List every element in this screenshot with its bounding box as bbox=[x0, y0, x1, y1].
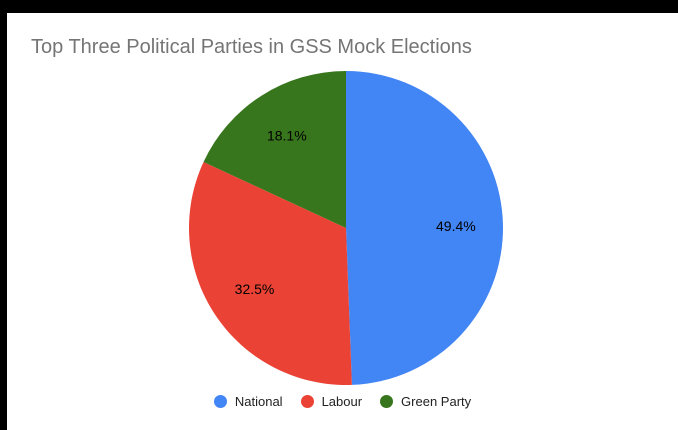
pie-slice-green-party bbox=[203, 71, 346, 228]
legend-item-green-party: Green Party bbox=[380, 394, 471, 409]
legend-item-labour: Labour bbox=[300, 394, 363, 409]
legend-swatch bbox=[380, 395, 394, 408]
legend-item-national: National bbox=[213, 394, 283, 409]
chart-title: Top Three Political Parties in GSS Mock … bbox=[31, 36, 472, 58]
legend-swatch bbox=[213, 395, 227, 408]
slice-label-national: 49.4% bbox=[436, 218, 476, 234]
slice-label-green-party: 18.1% bbox=[267, 127, 307, 143]
legend-label: Labour bbox=[321, 394, 363, 409]
slice-label-labour: 32.5% bbox=[235, 281, 275, 297]
pie-chart: 49.4% 32.5% 18.1% bbox=[189, 71, 504, 386]
legend: National Labour Green Party bbox=[7, 394, 678, 409]
pie-slice-labour bbox=[189, 162, 352, 386]
chart-card: Top Three Political Parties in GSS Mock … bbox=[7, 13, 678, 430]
pie-slice-national bbox=[346, 71, 504, 385]
legend-swatch bbox=[300, 395, 314, 408]
legend-label: Green Party bbox=[401, 394, 472, 409]
legend-label: National bbox=[234, 394, 283, 409]
